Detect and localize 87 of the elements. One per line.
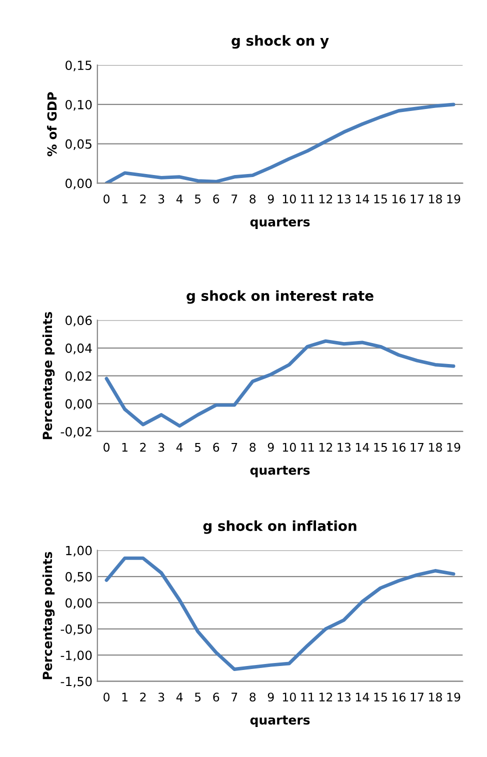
x-tick-label: 19 — [447, 194, 460, 204]
x-axis-title: quarters — [250, 466, 310, 478]
x-tick-label: 2 — [140, 194, 146, 204]
chart-title: g shock on inflation — [203, 520, 356, 534]
x-tick-label: 17 — [410, 194, 424, 204]
x-tick-label: 15 — [374, 194, 387, 204]
x-tick-label: 6 — [213, 692, 220, 702]
y-tick-label: -1,50 — [60, 676, 92, 688]
y-tick-label: 0,00 — [66, 178, 92, 190]
y-tick-label: 0,04 — [66, 344, 92, 354]
line-series — [104, 556, 456, 671]
x-tick-label: 18 — [429, 442, 442, 452]
x-tick-label: 14 — [356, 194, 370, 204]
x-tick-label: 1 — [122, 194, 128, 204]
x-tick-label: 11 — [301, 692, 314, 702]
x-tick-label: 1 — [122, 442, 128, 452]
line-series — [104, 339, 456, 428]
y-tick-label: 1,00 — [66, 546, 92, 557]
x-tick-label: 10 — [282, 442, 296, 452]
x-tick-label: 4 — [176, 692, 183, 702]
x-tick-label: 17 — [410, 442, 424, 452]
x-tick-label: 10 — [282, 692, 296, 702]
x-tick-label: 12 — [319, 194, 332, 204]
x-tick-label: 17 — [410, 692, 424, 702]
y-axis-title: Percentage points — [42, 552, 55, 680]
x-tick-label: 3 — [158, 442, 164, 452]
x-tick-label: 5 — [195, 692, 201, 702]
x-tick-label: 7 — [232, 442, 238, 452]
x-tick-label: 11 — [301, 442, 314, 452]
x-tick-label: 5 — [195, 194, 201, 204]
x-tick-label: 8 — [250, 692, 256, 702]
chart-title: g shock on interest rate — [186, 290, 374, 304]
y-tick-label: 0,06 — [66, 316, 92, 326]
x-tick-label: 15 — [374, 692, 387, 702]
x-tick-label: 14 — [356, 692, 370, 702]
y-tick-label: 0,00 — [66, 598, 92, 609]
x-tick-label: 9 — [268, 442, 274, 452]
y-tick-label: 0,05 — [66, 139, 92, 150]
x-tick-label: 13 — [338, 442, 351, 452]
x-tick-label: 0 — [104, 194, 110, 204]
y-axis-title: % of GDP — [47, 92, 57, 156]
x-tick-label: 6 — [213, 442, 220, 452]
x-tick-label: 0 — [104, 442, 110, 452]
y-axis-title: Percentage points — [42, 312, 55, 440]
line-series — [104, 102, 456, 184]
x-tick-label: 18 — [429, 194, 442, 204]
x-tick-label: 16 — [392, 194, 406, 204]
x-tick-label: 19 — [447, 692, 460, 702]
x-tick-label: 12 — [319, 442, 332, 452]
x-tick-label: 19 — [447, 442, 460, 452]
x-tick-label: 1 — [122, 692, 128, 702]
x-tick-label: 11 — [301, 194, 314, 204]
x-tick-label: 13 — [338, 194, 351, 204]
x-tick-label: 8 — [250, 442, 256, 452]
x-tick-label: 4 — [176, 442, 183, 452]
x-tick-label: 10 — [282, 194, 296, 204]
x-tick-label: 16 — [392, 692, 406, 702]
x-tick-label: 8 — [250, 194, 256, 204]
x-tick-label: 0 — [104, 692, 110, 702]
x-tick-label: 2 — [140, 442, 146, 452]
y-tick-label: -0,02 — [60, 426, 92, 438]
x-tick-label: 7 — [232, 194, 238, 204]
y-tick-label: -0,50 — [60, 624, 92, 636]
x-tick-label: 18 — [429, 692, 442, 702]
x-tick-label: 13 — [338, 692, 351, 702]
x-axis-title: quarters — [250, 218, 310, 229]
x-tick-label: 16 — [392, 442, 406, 452]
x-tick-label: 14 — [356, 442, 370, 452]
y-tick-label: 0,15 — [66, 60, 92, 72]
x-tick-label: 2 — [140, 692, 146, 702]
x-tick-label: 9 — [268, 194, 274, 204]
y-tick-label: 0,50 — [66, 572, 92, 583]
y-tick-label: 0,02 — [66, 371, 92, 382]
y-tick-label: 0,00 — [66, 399, 92, 410]
x-tick-label: 6 — [213, 194, 220, 204]
y-tick-label: -1,00 — [60, 650, 92, 662]
x-tick-label: 12 — [319, 692, 332, 702]
x-tick-label: 3 — [158, 194, 164, 204]
x-tick-label: 9 — [268, 692, 274, 702]
x-tick-label: 7 — [232, 692, 238, 702]
x-tick-label: 4 — [176, 194, 183, 204]
x-tick-label: 3 — [158, 692, 164, 702]
x-tick-label: 5 — [195, 442, 201, 452]
chart-title: g shock on y — [232, 35, 329, 49]
x-axis-title: quarters — [250, 716, 310, 728]
x-tick-label: 15 — [374, 442, 387, 452]
y-tick-label: 0,10 — [66, 100, 92, 111]
